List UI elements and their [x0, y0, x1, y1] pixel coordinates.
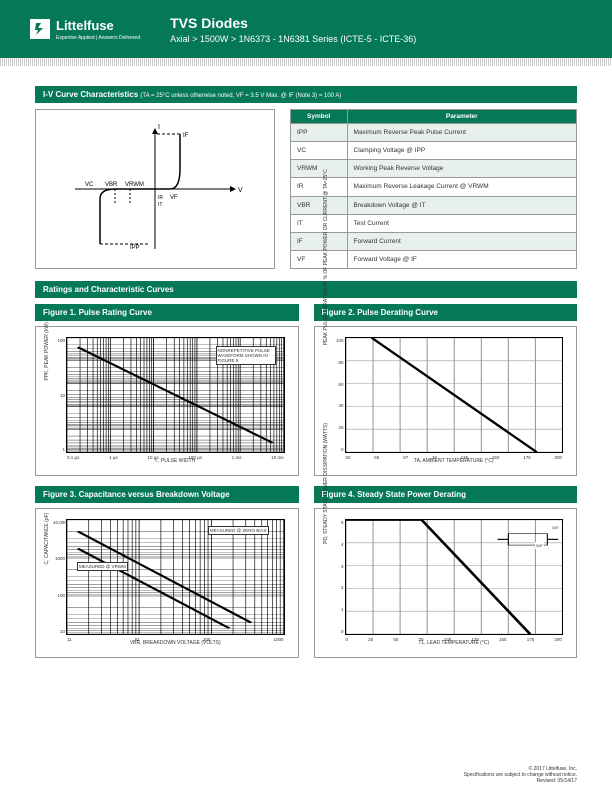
- brand-name: Littelfuse: [56, 18, 140, 33]
- fig2-box: PEAK PULSE DERATING IN % OF PEAK POWER O…: [314, 326, 578, 476]
- logo-icon: [30, 19, 50, 39]
- footer-revised: Revised: 05/14/17: [464, 778, 577, 784]
- fig3-title: Figure 3. Capacitance versus Breakdown V…: [35, 486, 299, 503]
- content-area: I-V Curve Characteristics (TA = 25°C unl…: [0, 66, 612, 688]
- svg-text:IT: IT: [158, 202, 162, 208]
- table-cell: IT: [291, 214, 348, 232]
- fig1-col: Figure 1. Pulse Rating Curve NONREPETITI…: [35, 304, 299, 476]
- fig3-box: MEASURED @ ZERO BIAS MEASURED @ VRWM C, …: [35, 508, 299, 658]
- fig3-chart: MEASURED @ ZERO BIAS MEASURED @ VRWM C, …: [66, 519, 285, 635]
- table-cell: Forward Voltage @ IF: [347, 250, 576, 268]
- logo: Littelfuse Expertise Applied | Answers D…: [30, 18, 140, 41]
- table-cell: IPP: [291, 124, 348, 142]
- footer: © 2017 Littelfuse, Inc. Specifications a…: [464, 766, 577, 784]
- table-cell: VC: [291, 142, 348, 160]
- svg-text:VC: VC: [85, 182, 94, 188]
- fig4-inset2: 3/8": [535, 542, 544, 549]
- fig1-chart: NONREPETITIVE PULSE WAVEFORM SHOWN IN FI…: [66, 337, 285, 453]
- table-cell: Clamping Voltage @ IPP: [347, 142, 576, 160]
- fig3-annot1: MEASURED @ ZERO BIAS: [208, 526, 269, 535]
- section-iv-title: I-V Curve Characteristics (TA = 25°C unl…: [35, 86, 577, 103]
- fig4-chart: 3/8" 3/8" PD, STEADY STATE POWER DISSIPA…: [345, 519, 564, 635]
- svg-text:VBR: VBR: [105, 182, 118, 188]
- svg-text:IF: IF: [183, 133, 189, 139]
- svg-text:VRWM: VRWM: [125, 182, 144, 188]
- table-cell: Working Peak Reverse Voltage: [347, 160, 576, 178]
- table-cell: Breakdown Voltage @ IT: [347, 196, 576, 214]
- fig1-ylabel: PPK, PEAK POWER (kW): [44, 322, 50, 380]
- iv-curve-box: I IF V VC VBR VRWM IR IT VF IPP: [35, 109, 275, 269]
- table-cell: Forward Current: [347, 232, 576, 250]
- table-cell: VF: [291, 250, 348, 268]
- fig3-col: Figure 3. Capacitance versus Breakdown V…: [35, 486, 299, 658]
- fig4-inset1: 3/8": [551, 524, 560, 531]
- fig1-xticks: 0.1 µs1 µs10 µs100 µs1 ms10 ms: [67, 455, 284, 460]
- brand-tagline: Expertise Applied | Answers Delivered: [56, 35, 140, 41]
- section-title-text: I-V Curve Characteristics: [43, 90, 138, 99]
- fig3-ylabel: C, CAPACITANCE (pF): [44, 513, 50, 565]
- parameter-table: Symbol Parameter IPPMaximum Reverse Peak…: [290, 109, 577, 269]
- breadcrumb: Axial > 1500W > 1N6373 - 1N6381 Series (…: [170, 34, 416, 44]
- fig4-title: Figure 4. Steady State Power Derating: [314, 486, 578, 503]
- section-subtitle: (TA = 25°C unless otherwise noted, VF = …: [140, 93, 341, 99]
- row-iv: I IF V VC VBR VRWM IR IT VF IPP Symbol P…: [35, 109, 577, 269]
- page-title: TVS Diodes: [170, 15, 416, 31]
- table-cell: VRWM: [291, 160, 348, 178]
- fig2-chart: PEAK PULSE DERATING IN % OF PEAK POWER O…: [345, 337, 564, 453]
- fig1-title: Figure 1. Pulse Rating Curve: [35, 304, 299, 321]
- svg-text:IR: IR: [158, 195, 163, 201]
- fig-row-1: Figure 1. Pulse Rating Curve NONREPETITI…: [35, 304, 577, 476]
- fig1-yticks: 100101: [53, 338, 65, 452]
- header-bar: Littelfuse Expertise Applied | Answers D…: [0, 0, 612, 58]
- fig1-annotation: NONREPETITIVE PULSE WAVEFORM SHOWN IN FI…: [216, 346, 276, 365]
- fig3-xticks: 11011001000: [67, 637, 284, 642]
- fig3-yticks: 10,000100010010: [53, 520, 65, 634]
- fig4-box: 3/8" 3/8" PD, STEADY STATE POWER DISSIPA…: [314, 508, 578, 658]
- fig2-ylabel: PEAK PULSE DERATING IN % OF PEAK POWER O…: [323, 169, 329, 345]
- fig4-col: Figure 4. Steady State Power Derating 3/…: [314, 486, 578, 658]
- pattern-divider: [0, 58, 612, 66]
- iv-curve-svg: I IF V VC VBR VRWM IR IT VF IPP: [55, 119, 255, 259]
- title-block: TVS Diodes Axial > 1500W > 1N6373 - 1N63…: [170, 15, 416, 44]
- section-curves-title: Ratings and Characteristic Curves: [35, 281, 577, 298]
- fig2-yticks: 100806040200: [332, 338, 344, 452]
- table-cell: VBR: [291, 196, 348, 214]
- svg-text:V: V: [238, 187, 243, 194]
- fig4-yticks: 543210: [332, 520, 344, 634]
- svg-text:I: I: [158, 124, 160, 131]
- fig2-col: Figure 2. Pulse Derating Curve PEAK PULS…: [314, 304, 578, 476]
- fig-row-2: Figure 3. Capacitance versus Breakdown V…: [35, 486, 577, 658]
- table-cell: Maximum Reverse Leakage Current @ VRWM: [347, 178, 576, 196]
- table-cell: Maximum Reverse Peak Pulse Current: [347, 124, 576, 142]
- th-symbol: Symbol: [291, 110, 348, 124]
- table-cell: IR: [291, 178, 348, 196]
- fig1-box: NONREPETITIVE PULSE WAVEFORM SHOWN IN FI…: [35, 326, 299, 476]
- svg-text:IPP: IPP: [130, 245, 140, 251]
- table-cell: IF: [291, 232, 348, 250]
- fig4-xticks: 0255075100125150175200: [346, 637, 563, 642]
- fig2-xticks: 02550710125150175200: [346, 455, 563, 460]
- table-cell: Test Current: [347, 214, 576, 232]
- fig2-title: Figure 2. Pulse Derating Curve: [314, 304, 578, 321]
- th-parameter: Parameter: [347, 110, 576, 124]
- fig4-ylabel: PD, STEADY STATE POWER DISSIPATION (WATT…: [323, 423, 329, 544]
- fig3-annot2: MEASURED @ VRWM: [77, 562, 128, 571]
- svg-text:VF: VF: [170, 195, 178, 201]
